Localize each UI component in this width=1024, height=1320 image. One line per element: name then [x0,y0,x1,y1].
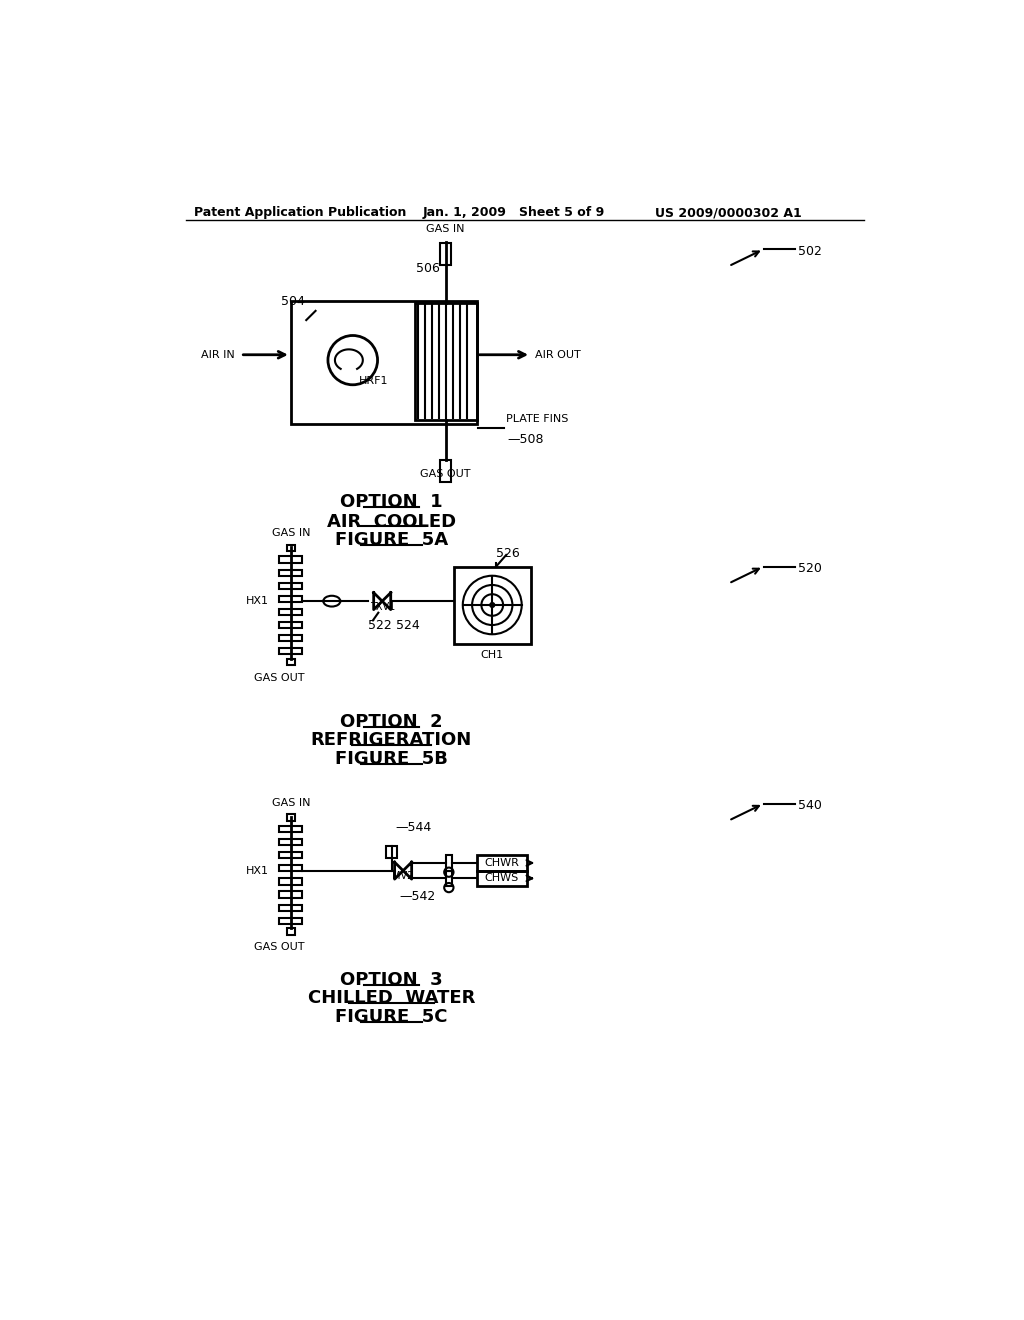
Bar [440,461,452,482]
Bar [280,826,302,832]
Bar [415,304,477,420]
Text: CHWS: CHWS [484,874,519,883]
Text: HX1: HX1 [246,866,269,875]
Bar [445,855,452,871]
Text: 506: 506 [416,261,439,275]
Bar [287,545,295,552]
Text: —542: —542 [399,890,435,903]
Bar [280,635,302,642]
Text: OPTION  3: OPTION 3 [340,970,442,989]
Bar [280,595,302,602]
Bar [477,871,527,886]
Text: FIGURE  5B: FIGURE 5B [335,750,447,768]
Text: GAS OUT: GAS OUT [421,469,471,479]
Text: 522: 522 [369,619,392,632]
Text: OPTION  2: OPTION 2 [340,713,442,731]
Text: FIGURE  5C: FIGURE 5C [335,1007,447,1026]
Text: HX1: HX1 [246,597,269,606]
Text: CHILLED  WATER: CHILLED WATER [308,989,475,1007]
Text: 526: 526 [496,548,520,561]
Text: GAS IN: GAS IN [271,528,310,539]
Bar [280,904,302,911]
Bar [280,570,302,576]
Text: 502: 502 [799,246,822,259]
Bar [287,814,295,821]
Bar [280,557,302,562]
Bar [440,243,452,264]
Bar [280,891,302,898]
Text: US 2009/0000302 A1: US 2009/0000302 A1 [655,206,802,219]
Text: PLATE FINS: PLATE FINS [506,414,568,424]
Bar [280,917,302,924]
Text: AIR IN: AIR IN [201,350,234,360]
Bar [386,846,397,858]
Text: GAS OUT: GAS OUT [254,942,304,952]
Text: AIR  COOLED: AIR COOLED [327,512,456,531]
Bar [280,866,302,871]
Circle shape [489,602,496,609]
Text: 520: 520 [799,562,822,576]
Text: CH1: CH1 [480,649,504,660]
Text: GAS OUT: GAS OUT [254,673,304,682]
Bar [280,622,302,628]
Text: MV2: MV2 [392,871,414,880]
Bar [280,878,302,884]
Bar [291,301,477,424]
Text: —508: —508 [508,433,544,446]
Bar [287,659,295,665]
Text: 524: 524 [396,619,420,632]
Text: TXV1: TXV1 [370,602,395,612]
Text: FIGURE  5A: FIGURE 5A [335,531,449,549]
Text: AIR OUT: AIR OUT [535,350,581,360]
Bar [280,648,302,655]
Text: GAS IN: GAS IN [271,797,310,808]
Text: REFRIGERATION: REFRIGERATION [311,731,472,750]
Bar [445,871,452,886]
Text: OPTION  1: OPTION 1 [340,494,442,511]
Text: Jan. 1, 2009   Sheet 5 of 9: Jan. 1, 2009 Sheet 5 of 9 [423,206,605,219]
Bar [280,582,302,589]
Text: Patent Application Publication: Patent Application Publication [194,206,407,219]
Bar [477,855,527,871]
Text: 540: 540 [799,800,822,813]
Text: —544: —544 [395,821,432,834]
Bar [280,840,302,845]
Text: HRF1: HRF1 [359,376,388,385]
Text: 504: 504 [281,294,305,308]
Bar [454,566,531,644]
Bar [287,928,295,935]
Bar [280,609,302,615]
Text: CHWR: CHWR [484,858,519,869]
Bar [280,853,302,858]
Text: GAS IN: GAS IN [427,224,465,234]
